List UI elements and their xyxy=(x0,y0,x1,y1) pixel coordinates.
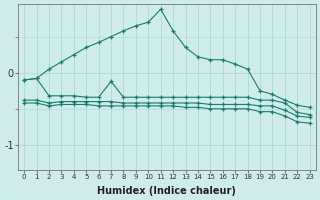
X-axis label: Humidex (Indice chaleur): Humidex (Indice chaleur) xyxy=(98,186,236,196)
